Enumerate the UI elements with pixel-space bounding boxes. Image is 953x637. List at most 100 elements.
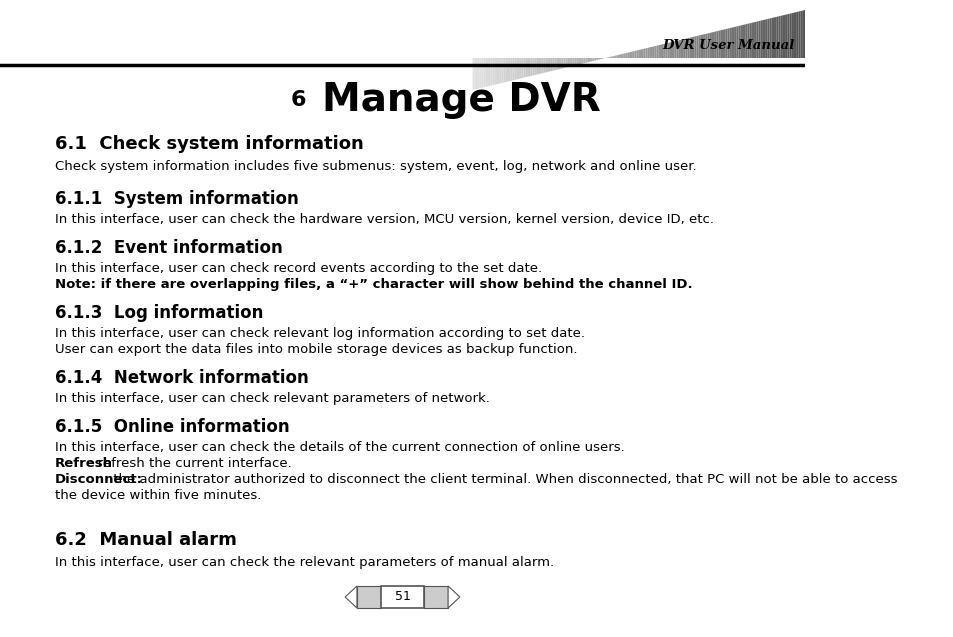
- Polygon shape: [704, 34, 707, 58]
- Polygon shape: [640, 49, 642, 58]
- Polygon shape: [736, 26, 738, 58]
- Polygon shape: [632, 51, 634, 58]
- Polygon shape: [598, 58, 600, 60]
- Polygon shape: [532, 58, 534, 76]
- Polygon shape: [702, 34, 704, 58]
- Polygon shape: [733, 27, 736, 58]
- Polygon shape: [796, 11, 798, 58]
- Text: In this interface, user can check the details of the current connection of onlin: In this interface, user can check the de…: [54, 441, 624, 454]
- Polygon shape: [762, 20, 764, 58]
- Polygon shape: [596, 58, 598, 60]
- Polygon shape: [669, 42, 671, 58]
- Polygon shape: [492, 58, 495, 85]
- Polygon shape: [554, 58, 557, 70]
- Polygon shape: [517, 58, 518, 80]
- Polygon shape: [729, 27, 731, 58]
- Polygon shape: [714, 31, 716, 58]
- Polygon shape: [667, 43, 669, 58]
- Polygon shape: [716, 31, 718, 58]
- Polygon shape: [472, 58, 475, 90]
- Polygon shape: [503, 58, 505, 83]
- Polygon shape: [550, 58, 552, 71]
- Text: : refresh the current interface.: : refresh the current interface.: [89, 457, 292, 470]
- Polygon shape: [687, 38, 689, 58]
- Polygon shape: [791, 13, 793, 58]
- Polygon shape: [481, 58, 483, 88]
- Text: the administrator authorized to disconnect the client terminal. When disconnecte: the administrator authorized to disconne…: [109, 473, 896, 486]
- Polygon shape: [592, 58, 594, 61]
- Polygon shape: [760, 20, 762, 58]
- Polygon shape: [488, 58, 490, 86]
- Polygon shape: [495, 58, 497, 85]
- Text: DVR User Manual: DVR User Manual: [662, 38, 794, 52]
- Polygon shape: [508, 58, 510, 82]
- Polygon shape: [793, 12, 796, 58]
- Polygon shape: [543, 58, 545, 73]
- Text: the device within five minutes.: the device within five minutes.: [54, 489, 261, 502]
- Polygon shape: [600, 58, 602, 59]
- Polygon shape: [742, 24, 744, 58]
- Polygon shape: [520, 58, 523, 78]
- Polygon shape: [731, 27, 733, 58]
- Polygon shape: [709, 32, 711, 58]
- Polygon shape: [691, 37, 694, 58]
- Polygon shape: [766, 18, 769, 58]
- Polygon shape: [647, 47, 649, 58]
- Polygon shape: [720, 30, 722, 58]
- Polygon shape: [552, 58, 554, 71]
- Polygon shape: [618, 54, 620, 58]
- Text: Check system information includes five submenus: system, event, log, network and: Check system information includes five s…: [54, 160, 696, 173]
- Polygon shape: [744, 24, 746, 58]
- Polygon shape: [636, 50, 639, 58]
- Polygon shape: [654, 46, 656, 58]
- Polygon shape: [700, 34, 702, 58]
- Polygon shape: [722, 29, 724, 58]
- Polygon shape: [778, 16, 780, 58]
- Text: 6.1.2  Event information: 6.1.2 Event information: [54, 239, 282, 257]
- Polygon shape: [557, 58, 558, 69]
- Polygon shape: [786, 14, 789, 58]
- Polygon shape: [671, 41, 674, 58]
- Polygon shape: [678, 40, 680, 58]
- Polygon shape: [634, 50, 636, 58]
- Text: 6: 6: [290, 90, 306, 110]
- Polygon shape: [607, 57, 609, 58]
- Polygon shape: [674, 41, 676, 58]
- Polygon shape: [567, 58, 570, 67]
- Polygon shape: [583, 58, 585, 63]
- Polygon shape: [780, 15, 782, 58]
- Polygon shape: [639, 50, 640, 58]
- Polygon shape: [514, 58, 517, 80]
- Polygon shape: [751, 22, 753, 58]
- Polygon shape: [560, 58, 563, 69]
- Polygon shape: [585, 58, 587, 63]
- Polygon shape: [753, 22, 756, 58]
- Polygon shape: [758, 20, 760, 58]
- Text: In this interface, user can check relevant log information according to set date: In this interface, user can check releva…: [54, 327, 584, 340]
- Polygon shape: [518, 58, 520, 79]
- Text: 6.1.5  Online information: 6.1.5 Online information: [54, 418, 289, 436]
- Polygon shape: [689, 37, 691, 58]
- Polygon shape: [627, 52, 629, 58]
- Polygon shape: [660, 44, 662, 58]
- Polygon shape: [547, 58, 550, 72]
- Polygon shape: [483, 58, 485, 87]
- Text: Note: if there are overlapping files, a “+” character will show behind the chann: Note: if there are overlapping files, a …: [54, 278, 692, 291]
- Polygon shape: [540, 58, 543, 73]
- Polygon shape: [676, 40, 678, 58]
- Polygon shape: [764, 19, 766, 58]
- Polygon shape: [589, 58, 592, 62]
- Polygon shape: [527, 58, 530, 76]
- FancyBboxPatch shape: [424, 586, 448, 608]
- Polygon shape: [769, 18, 771, 58]
- Polygon shape: [718, 31, 720, 58]
- Polygon shape: [609, 57, 612, 58]
- Polygon shape: [694, 36, 696, 58]
- Polygon shape: [545, 58, 547, 73]
- Polygon shape: [498, 58, 501, 83]
- Polygon shape: [530, 58, 532, 76]
- Polygon shape: [738, 25, 740, 58]
- Polygon shape: [684, 38, 687, 58]
- Polygon shape: [614, 55, 616, 58]
- Polygon shape: [537, 58, 538, 75]
